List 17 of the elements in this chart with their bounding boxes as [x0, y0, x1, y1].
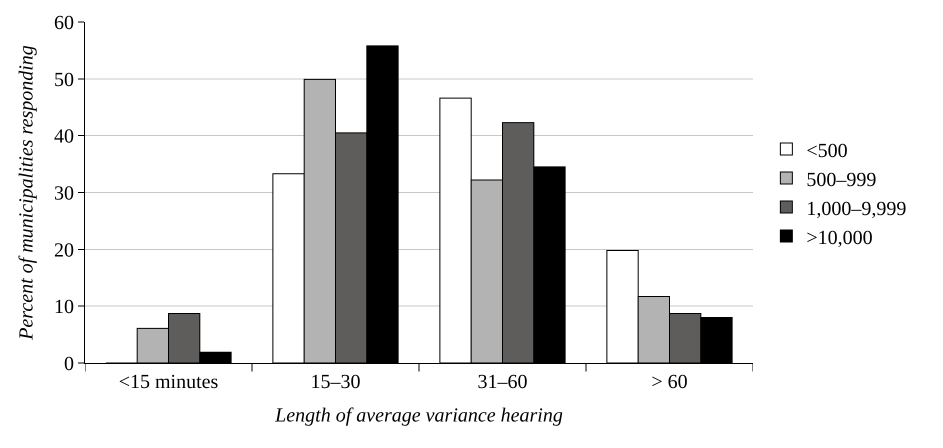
x-tick-label: 31–60: [478, 371, 528, 393]
y-tick-label: 30: [54, 182, 74, 204]
y-tick-label: 0: [64, 353, 74, 375]
y-tick-label: 10: [54, 296, 74, 318]
legend-label: 1,000–9,999: [806, 198, 906, 220]
y-tick-label: 20: [54, 239, 74, 262]
legend-label: >10,000: [806, 226, 873, 249]
y-tick-label: 40: [54, 126, 74, 148]
x-tick-label: 15–30: [310, 371, 360, 393]
x-axis-title: Length of average variance hearing: [274, 404, 563, 426]
y-axis-title: Percent of municipalities responding: [16, 45, 38, 341]
legend-label: <500: [806, 140, 848, 162]
y-tick-label: 50: [54, 68, 74, 91]
legend-label: 500–999: [806, 168, 876, 191]
x-tick-label: > 60: [651, 371, 688, 393]
x-tick-label: <15 minutes: [118, 371, 219, 393]
y-tick-label: 60: [54, 12, 74, 34]
